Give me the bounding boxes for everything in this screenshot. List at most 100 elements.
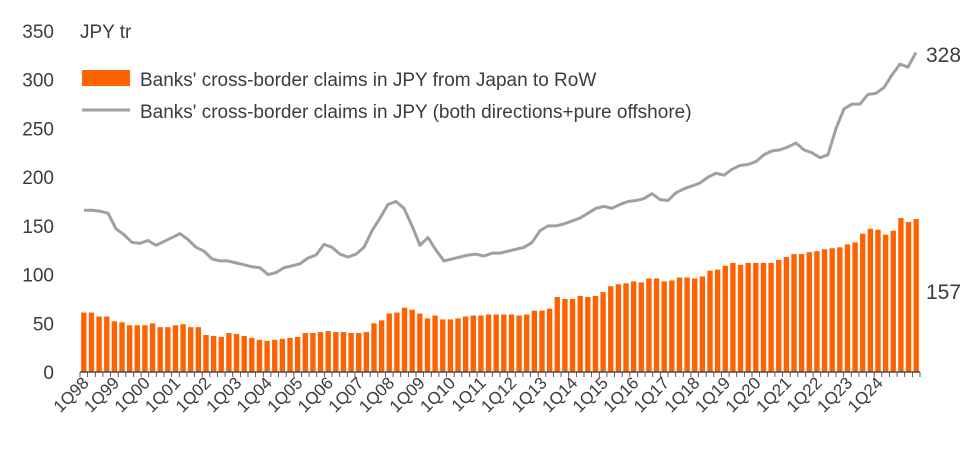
bar <box>134 325 140 372</box>
bar <box>172 325 179 372</box>
bar <box>867 228 874 372</box>
bar <box>905 221 912 372</box>
bar <box>302 333 308 372</box>
bar <box>142 325 148 372</box>
bar <box>386 313 392 372</box>
bar <box>340 332 347 372</box>
bar <box>447 319 454 372</box>
bar <box>195 327 202 372</box>
x-axis: 1Q981Q991Q001Q011Q021Q031Q041Q051Q061Q07… <box>50 371 921 416</box>
bar <box>600 292 606 372</box>
bar <box>623 283 629 372</box>
bar <box>348 333 354 372</box>
bar <box>737 264 744 372</box>
bar <box>844 244 851 372</box>
bar <box>753 262 759 372</box>
bar <box>539 310 545 372</box>
y-tick-label: 50 <box>33 314 54 335</box>
y-tick-label: 0 <box>43 363 54 384</box>
bar <box>608 286 614 372</box>
bar <box>882 234 889 372</box>
bar <box>798 254 805 372</box>
y-tick-label: 300 <box>22 71 54 92</box>
bar <box>249 337 255 372</box>
bar <box>317 332 324 372</box>
bar <box>226 333 232 372</box>
bar <box>531 310 538 372</box>
bar <box>96 316 102 372</box>
bar <box>371 323 377 372</box>
bar <box>394 312 400 372</box>
bar <box>768 262 774 372</box>
bar <box>730 262 736 372</box>
bar <box>837 247 843 372</box>
bar <box>119 322 125 372</box>
bar <box>546 308 553 372</box>
bar <box>203 334 209 372</box>
bar <box>417 313 423 372</box>
bar <box>791 254 797 372</box>
bar <box>180 324 186 372</box>
legend: Banks' cross-border claims in JPY from J… <box>82 70 692 123</box>
bar <box>760 262 767 372</box>
bar <box>699 276 706 372</box>
bar <box>111 321 118 372</box>
bar <box>210 335 217 372</box>
bar <box>745 262 751 372</box>
bar <box>363 332 370 372</box>
y-unit-label: JPY tr <box>80 22 132 43</box>
bar <box>501 314 507 372</box>
bar <box>165 327 171 372</box>
bar <box>692 278 698 372</box>
bar <box>714 269 721 372</box>
bar <box>241 335 247 372</box>
bar <box>684 277 690 372</box>
bar <box>630 281 637 372</box>
bar <box>440 319 446 372</box>
bar <box>890 230 896 372</box>
legend-bar-label: Banks' cross-border claims in JPY from J… <box>140 70 596 91</box>
bar <box>378 320 385 372</box>
bar <box>409 309 415 372</box>
x-tick-label: 1Q10 <box>416 373 459 416</box>
bar <box>455 318 461 372</box>
x-tick-label: 1Q24 <box>844 373 887 416</box>
bar <box>256 339 263 372</box>
y-tick-label: 100 <box>22 266 54 287</box>
bar <box>676 277 683 372</box>
bar <box>898 218 904 372</box>
bar <box>401 307 408 372</box>
y-tick-label: 250 <box>22 119 54 140</box>
bar <box>592 296 599 372</box>
bar <box>424 318 431 372</box>
bar <box>829 248 835 372</box>
y-tick-label: 350 <box>22 22 54 43</box>
bar <box>432 315 438 372</box>
bar-end-label: 157 <box>926 281 961 304</box>
y-axis: 0 50 100 150 200 250 300 350 <box>22 22 54 384</box>
y-tick-label: 150 <box>22 217 54 238</box>
bar <box>310 333 316 372</box>
bar <box>585 296 591 372</box>
bar <box>81 312 87 372</box>
bar <box>264 340 270 372</box>
bar <box>272 339 278 372</box>
y-tick-label: 200 <box>22 168 54 189</box>
bar <box>287 337 293 372</box>
bar <box>333 332 339 372</box>
bar <box>104 316 110 372</box>
bar <box>615 284 622 372</box>
bar <box>508 314 515 372</box>
bar <box>722 265 728 372</box>
bar <box>783 257 790 372</box>
bar <box>653 278 660 372</box>
line-end-label: 328 <box>926 44 961 67</box>
bar <box>157 327 163 372</box>
bar <box>218 336 224 372</box>
bar <box>875 229 881 372</box>
line-series <box>84 51 918 277</box>
bar <box>325 331 331 372</box>
legend-bar-swatch <box>82 70 130 86</box>
bar <box>88 312 95 372</box>
